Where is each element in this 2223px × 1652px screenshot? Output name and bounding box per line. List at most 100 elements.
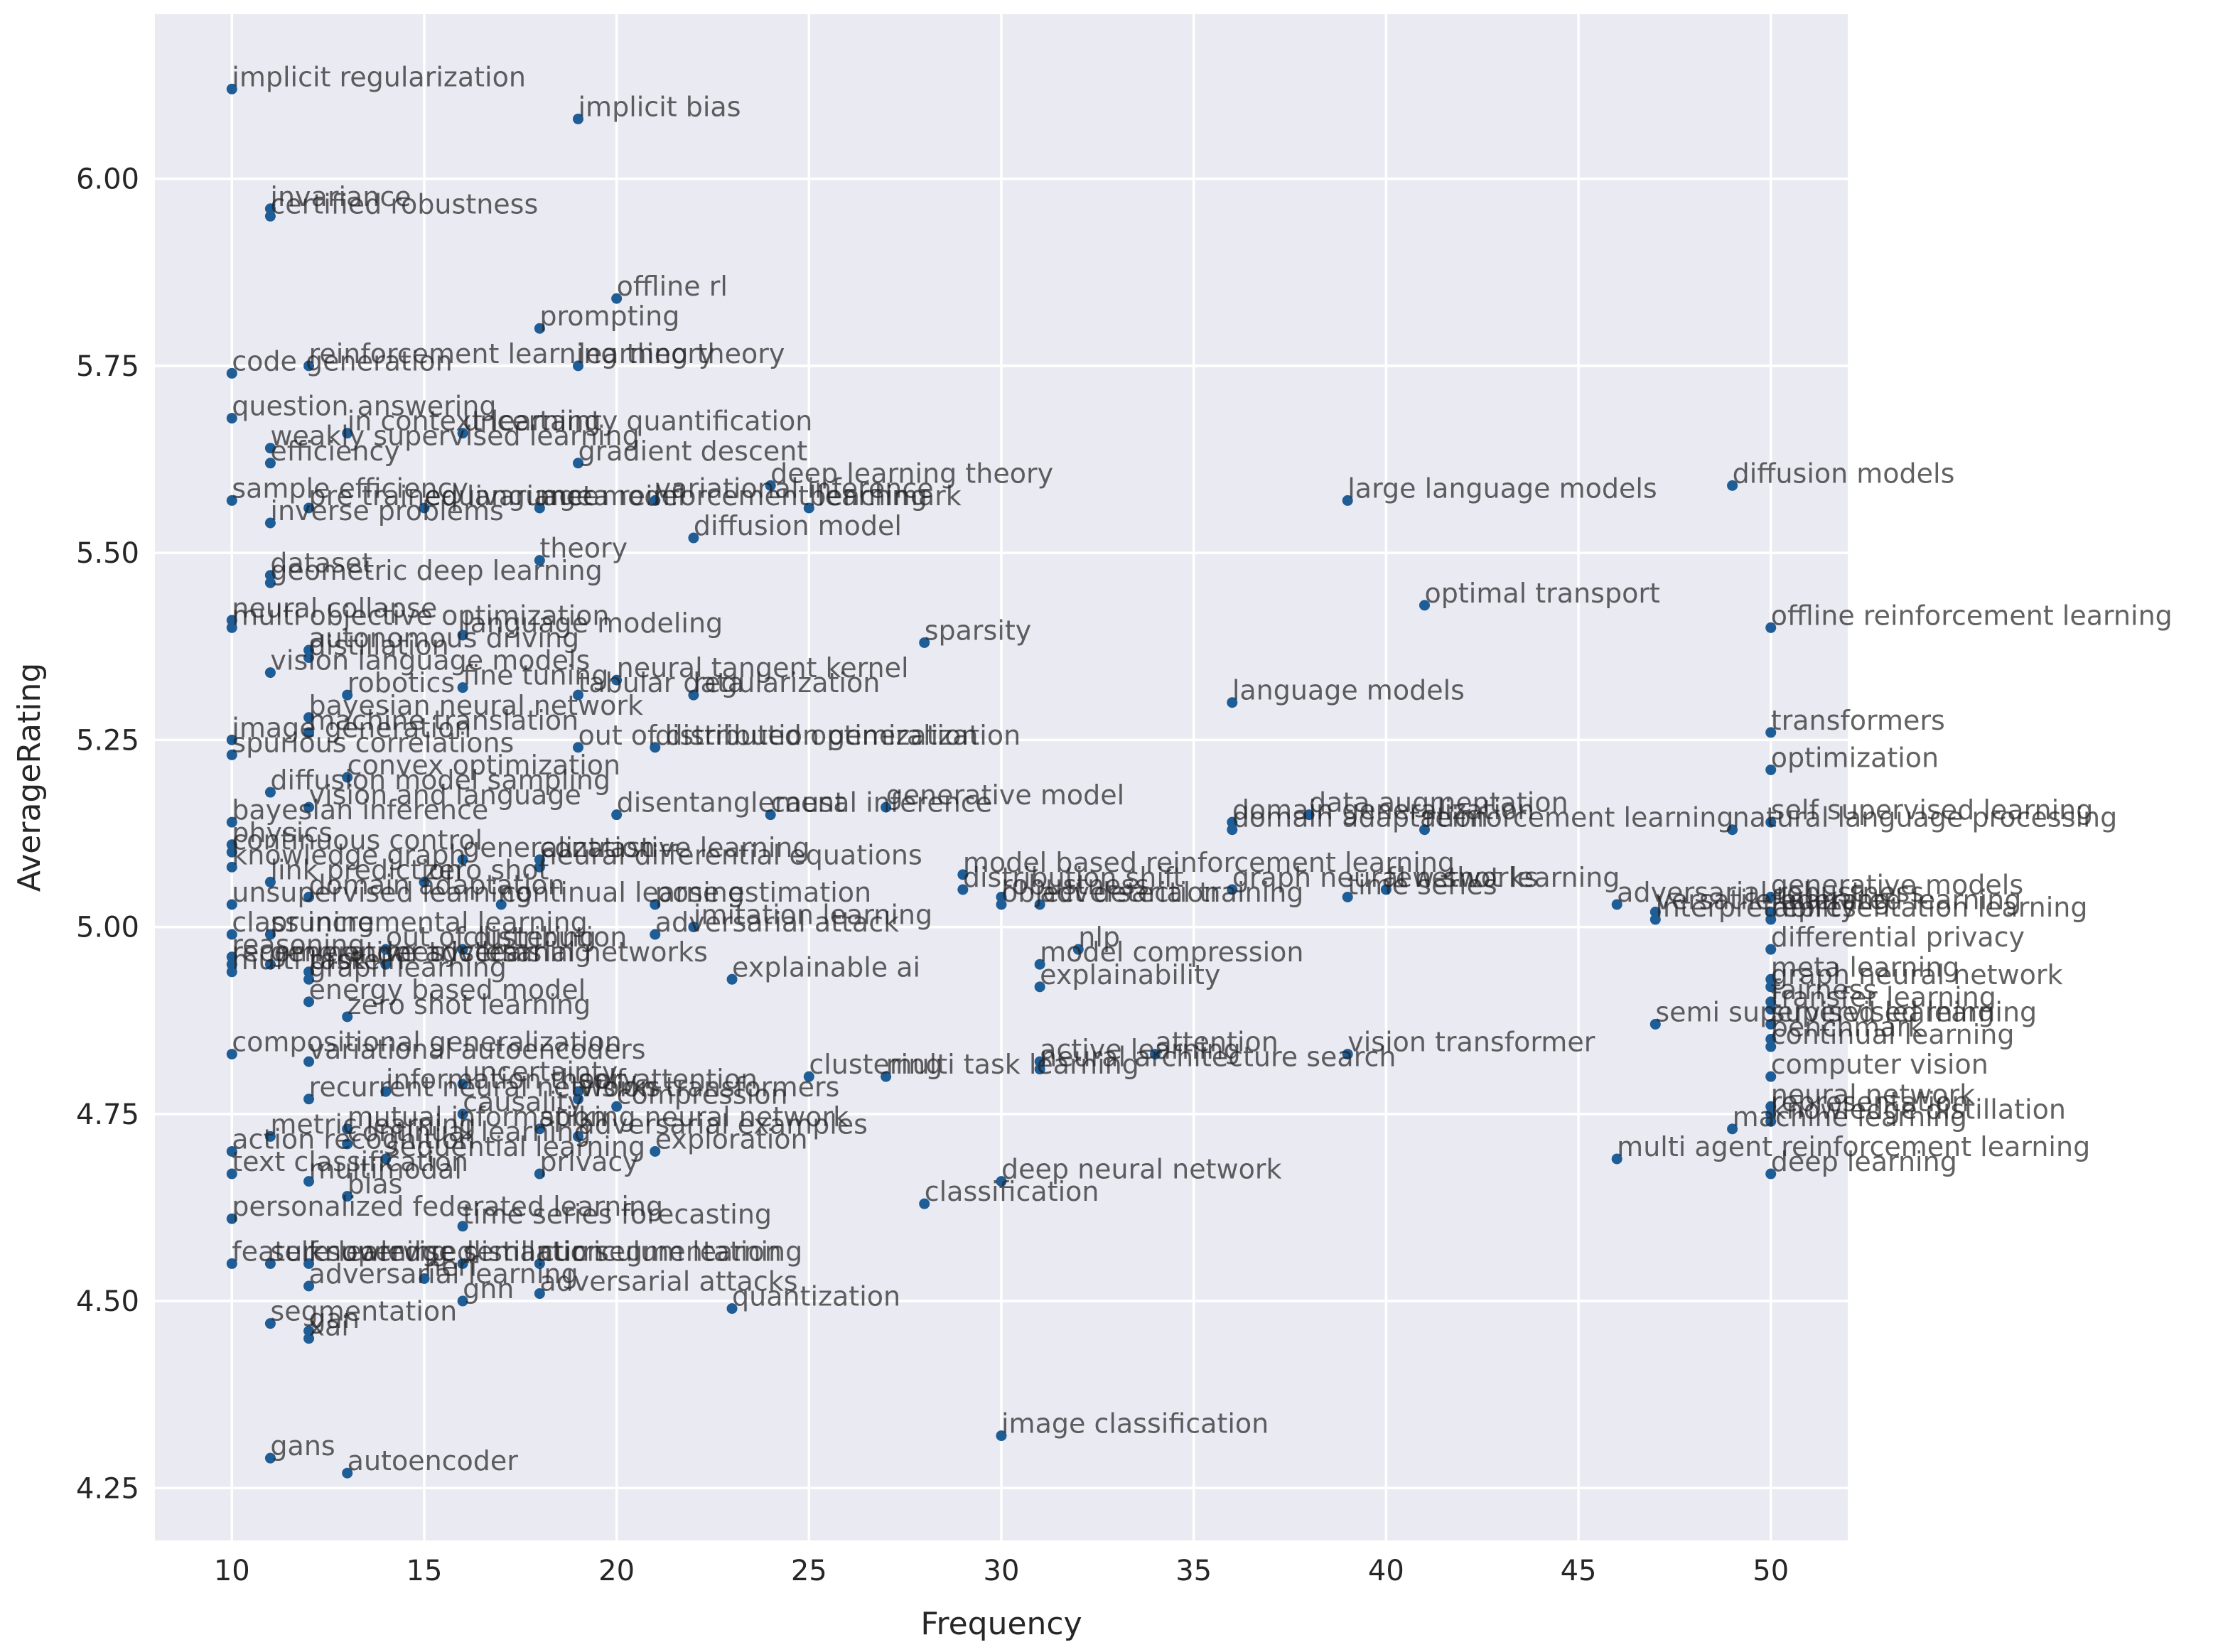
data-point [264,443,276,454]
data-label: active learning [1040,1034,1241,1065]
data-point [342,772,353,783]
data-label: explainable ai [732,951,920,983]
data-label: robustness [1001,869,1149,900]
data-label: multi task learning [886,1049,1139,1080]
data-point [226,413,237,424]
data-label: representation [1771,1086,1969,1118]
data-label: physics [232,817,333,848]
data-label: neural collapse [232,593,437,624]
data-point [1342,891,1353,902]
data-label: federated learning [1771,885,2022,916]
data-point [650,899,661,910]
data-label: data augmentation [1309,787,1568,819]
data-label: implicit bias [578,91,741,122]
data-point [303,502,315,514]
data-label: autonomous driving [309,622,580,654]
data-label: nerf [424,1251,480,1282]
data-point [303,644,315,656]
data-point [1765,1101,1777,1112]
data-label: deep learning theory [770,458,1053,489]
data-label: self supervised learning [1771,794,2094,826]
data-point [419,876,430,887]
data-point [611,674,623,686]
data-label: multi agent reinforcement learning [1617,1131,2090,1162]
data-point [1227,697,1238,708]
data-label: personalized federated learning [232,1191,663,1222]
data-point [1765,914,1777,925]
data-point [226,951,237,963]
data-point [226,1213,237,1224]
data-point [226,495,237,506]
data-point [1765,907,1777,918]
data-point [573,1094,583,1105]
data-point [726,973,738,985]
data-point [1765,1041,1777,1052]
data-point [1765,1168,1777,1179]
data-point [1611,899,1622,910]
data-point [1649,907,1661,918]
data-point [1765,973,1777,985]
data-point [264,667,276,679]
data-point [457,944,468,955]
data-label: generative adversarial networks [270,936,707,968]
data-label: pruning [270,907,375,938]
data-point [957,884,969,895]
data-point [996,899,1007,910]
data-label: adversarial attacks [539,1266,797,1297]
y-tick-label: 6.00 [76,163,139,196]
data-point [457,854,468,865]
data-label: model compression [1040,936,1303,968]
data-point [264,1318,276,1329]
data-point [650,742,661,753]
data-label: continuous control [232,824,483,855]
data-label: spurious correlations [232,727,514,758]
data-label: image generation [232,712,471,743]
x-tick-label: 25 [791,1555,827,1587]
data-label: uncertainty [463,1057,618,1088]
data-label: domain adaptation [1232,802,1488,833]
data-point [264,1130,276,1142]
data-label: adversarial examples [578,1108,868,1140]
data-point [1765,1003,1777,1015]
data-label: exploration [655,1123,808,1155]
data-point [303,1094,315,1105]
data-point [534,854,545,865]
data-point [303,712,315,723]
data-point [264,1258,276,1269]
data-label: distillation [309,630,449,662]
data-label: reasoning [232,929,365,961]
data-label: vision transformer [1347,1027,1595,1058]
data-point [1072,944,1084,955]
data-point [1765,1116,1777,1127]
data-label: recommender systems [232,936,542,968]
data-label: contrastive learning [539,832,809,863]
data-point [1419,824,1430,836]
x-tick-label: 35 [1175,1555,1212,1587]
x-tick-label: 45 [1561,1555,1597,1587]
data-label: quantization [732,1281,900,1312]
x-tick-label: 40 [1368,1555,1404,1587]
data-label: interpretability [1655,892,1856,923]
y-axis-title: AverageRating [11,663,48,892]
data-point [688,532,699,544]
data-label: metric learning [270,1108,475,1140]
data-point [303,1056,315,1067]
data-label: clustering [809,1049,942,1080]
data-label: theory [539,533,628,564]
data-point [303,1325,315,1337]
data-point [226,861,237,873]
data-label: imitation learning [694,900,932,931]
data-point [264,929,276,940]
data-point [611,293,623,304]
data-label: attention [1156,1027,1279,1058]
x-axis-title: Frequency [920,1606,1082,1642]
data-point [303,1258,315,1269]
data-point [226,899,237,910]
data-label: nlp [1078,922,1120,953]
data-label: knowledge distillation [309,1236,604,1267]
data-label: model based reinforcement learning [963,847,1455,878]
data-label: domain generalization [1232,794,1534,826]
data-label: optimization [1771,742,1939,773]
data-point [419,502,430,514]
data-label: sequential learning [386,1131,645,1162]
